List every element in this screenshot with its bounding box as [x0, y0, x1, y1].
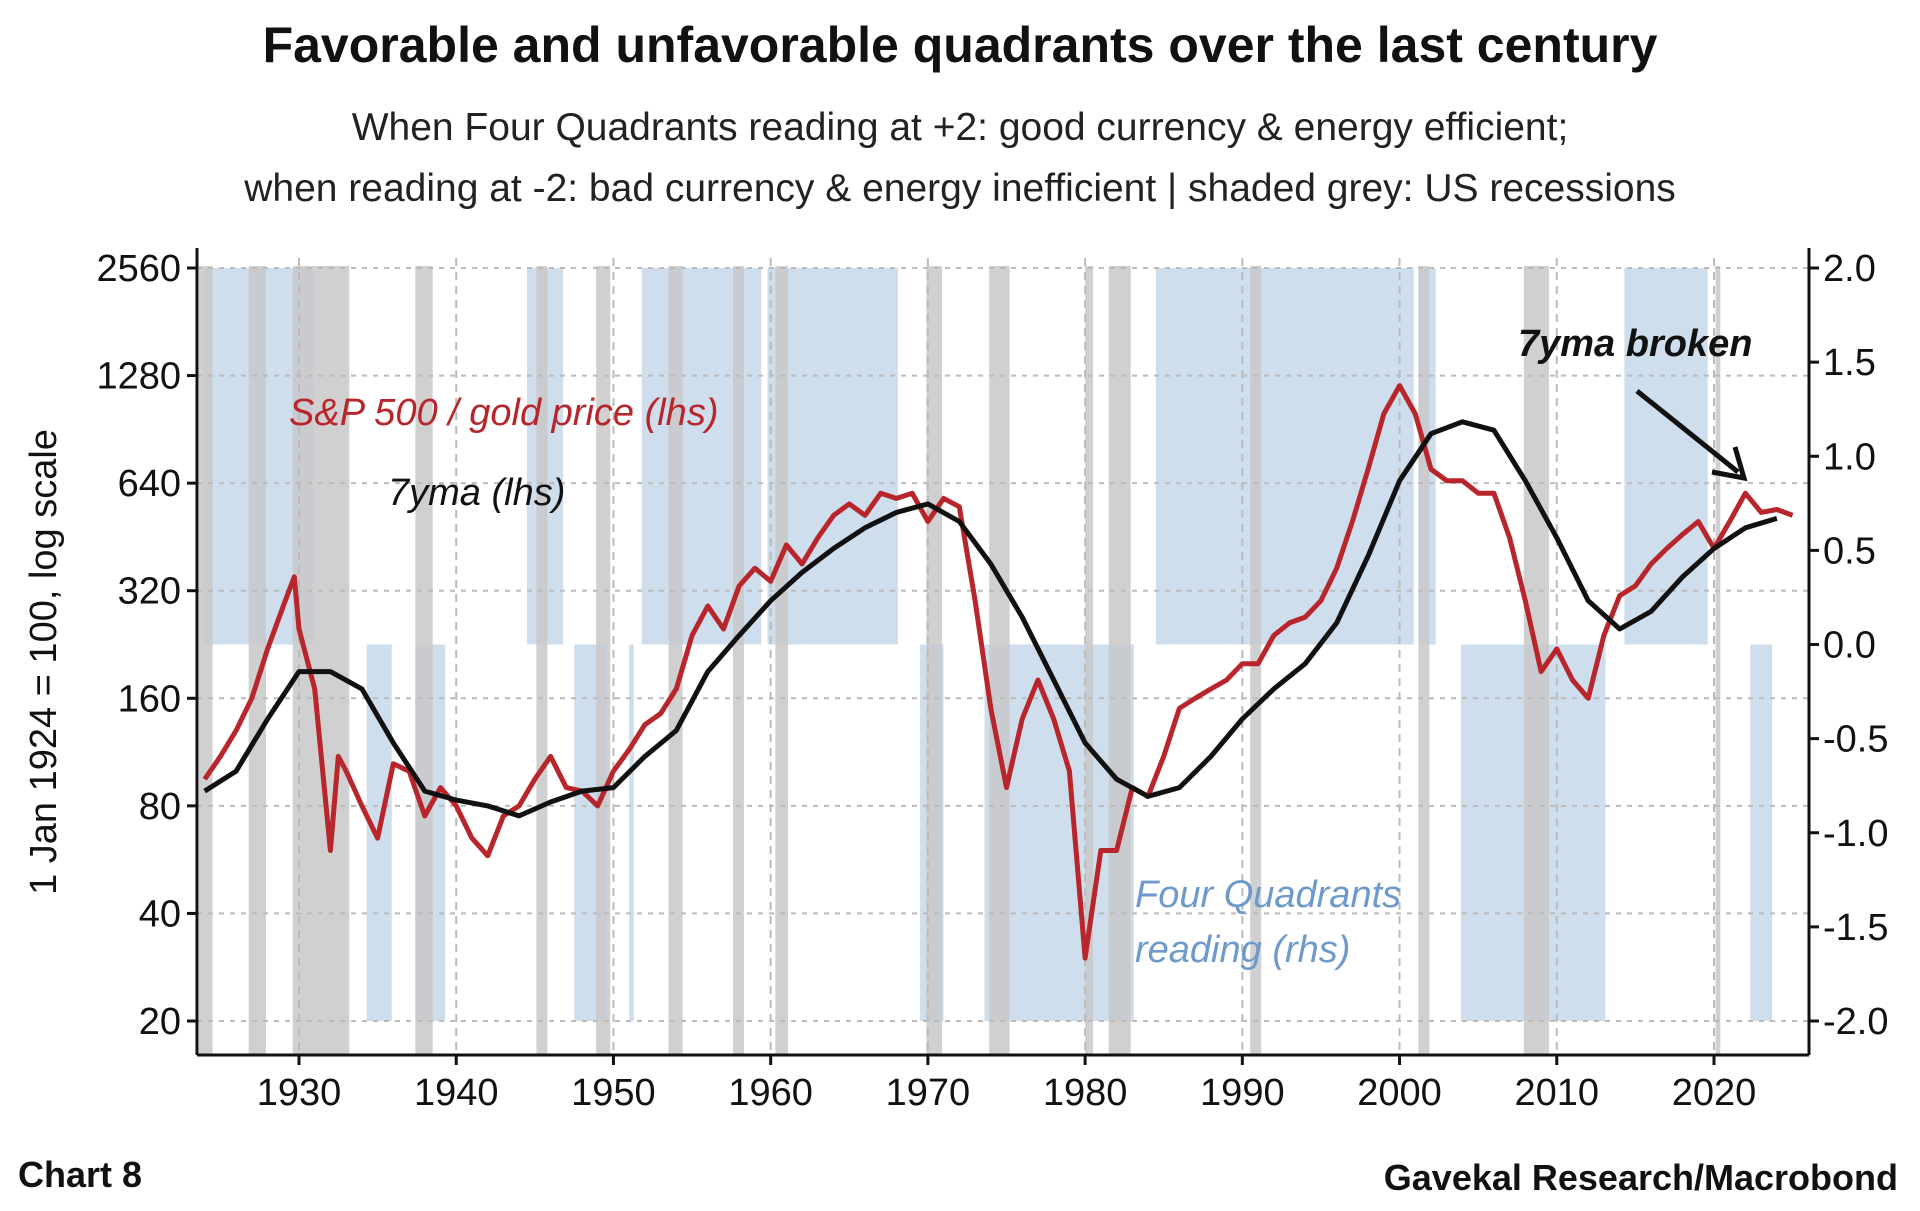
y-axis-label: 1 Jan 1924 = 100, log scale: [23, 429, 65, 895]
y-tick-label-left: 20: [139, 1001, 181, 1043]
chart-title: Favorable and unfavorable quadrants over…: [263, 17, 1658, 73]
x-tick-label: 2000: [1357, 1072, 1442, 1114]
series-line-sp500-gold: [202, 383, 1794, 961]
recession-band: [1250, 266, 1262, 1055]
recession-band: [248, 266, 266, 1055]
annotation-7yma-broken: 7yma broken: [1518, 323, 1752, 365]
y-tick-label-right: 1.0: [1823, 436, 1876, 478]
annotation-four-quadrants-2: reading (rhs): [1135, 929, 1350, 971]
recession-band: [292, 266, 350, 1055]
y-tick-label-right: 1.5: [1823, 342, 1876, 384]
y-tick-label-left: 2560: [96, 248, 181, 290]
recession-band: [668, 266, 683, 1055]
footer-chart-number: Chart 8: [18, 1154, 142, 1195]
recession-band: [926, 266, 943, 1055]
gridlines: [197, 258, 1809, 1055]
recession-band: [989, 266, 1010, 1055]
annotation-sp-gold: S&P 500 / gold price (lhs): [289, 392, 718, 434]
recession-band: [1108, 266, 1131, 1055]
x-tick-label: 2010: [1515, 1072, 1600, 1114]
y-tick-label-right: -2.0: [1823, 1001, 1888, 1043]
quadrant-band: [1750, 644, 1773, 1021]
chart-subtitle-line-2: when reading at -2: bad currency & energ…: [243, 167, 1676, 210]
background-bands: [199, 266, 1773, 1055]
x-tick-label: 2020: [1672, 1072, 1757, 1114]
y-tick-label-left: 320: [118, 571, 181, 613]
recession-band: [596, 266, 611, 1055]
x-tick-label: 1980: [1043, 1072, 1128, 1114]
x-tick-label: 1940: [414, 1072, 499, 1114]
y-tick-label-right: 2.0: [1823, 248, 1876, 290]
x-tick-label: 1930: [257, 1072, 342, 1114]
quadrant-band: [629, 644, 634, 1021]
x-tick-label: 1970: [886, 1072, 971, 1114]
chart-subtitle-line-1: When Four Quadrants reading at +2: good …: [352, 106, 1569, 149]
y-tick-label-left: 160: [118, 678, 181, 720]
x-tick-label: 1960: [728, 1072, 813, 1114]
y-tick-label-right: -0.5: [1823, 719, 1888, 761]
recession-band: [732, 266, 744, 1055]
y-tick-label-left: 40: [139, 893, 181, 935]
recession-band: [775, 266, 788, 1055]
y-tick-label-left: 640: [118, 463, 181, 505]
x-tick-label: 1950: [571, 1072, 656, 1114]
x-tick-label: 1990: [1200, 1072, 1285, 1114]
y-tick-label-right: 0.0: [1823, 625, 1876, 667]
series-lines: [202, 383, 1794, 961]
axes: 2560 1280 640 320 160 80 40 20 2.0 1.5 1.0 0.5 0.0 -0…: [96, 248, 1888, 1114]
quadrant-band: [1155, 268, 1414, 645]
y-tick-label-right: 0.5: [1823, 530, 1876, 572]
annotation-7yma: 7yma (lhs): [388, 472, 565, 514]
arrow-icon: [1635, 389, 1748, 482]
recession-band: [1085, 266, 1093, 1055]
recession-band: [415, 266, 433, 1055]
recession-band: [1418, 266, 1430, 1055]
annotation-four-quadrants-1: Four Quadrants: [1135, 874, 1401, 916]
y-tick-label-left: 1280: [96, 356, 181, 398]
y-tick-label-left: 80: [139, 786, 181, 828]
recession-band: [536, 266, 548, 1055]
y-tick-label-right: -1.5: [1823, 907, 1888, 949]
series-line-7yma: [203, 419, 1778, 819]
footer-source: Gavekal Research/Macrobond: [1384, 1157, 1898, 1198]
recession-band: [1715, 266, 1721, 1055]
y-tick-label-right: -1.0: [1823, 813, 1888, 855]
recession-band: [199, 266, 213, 1055]
